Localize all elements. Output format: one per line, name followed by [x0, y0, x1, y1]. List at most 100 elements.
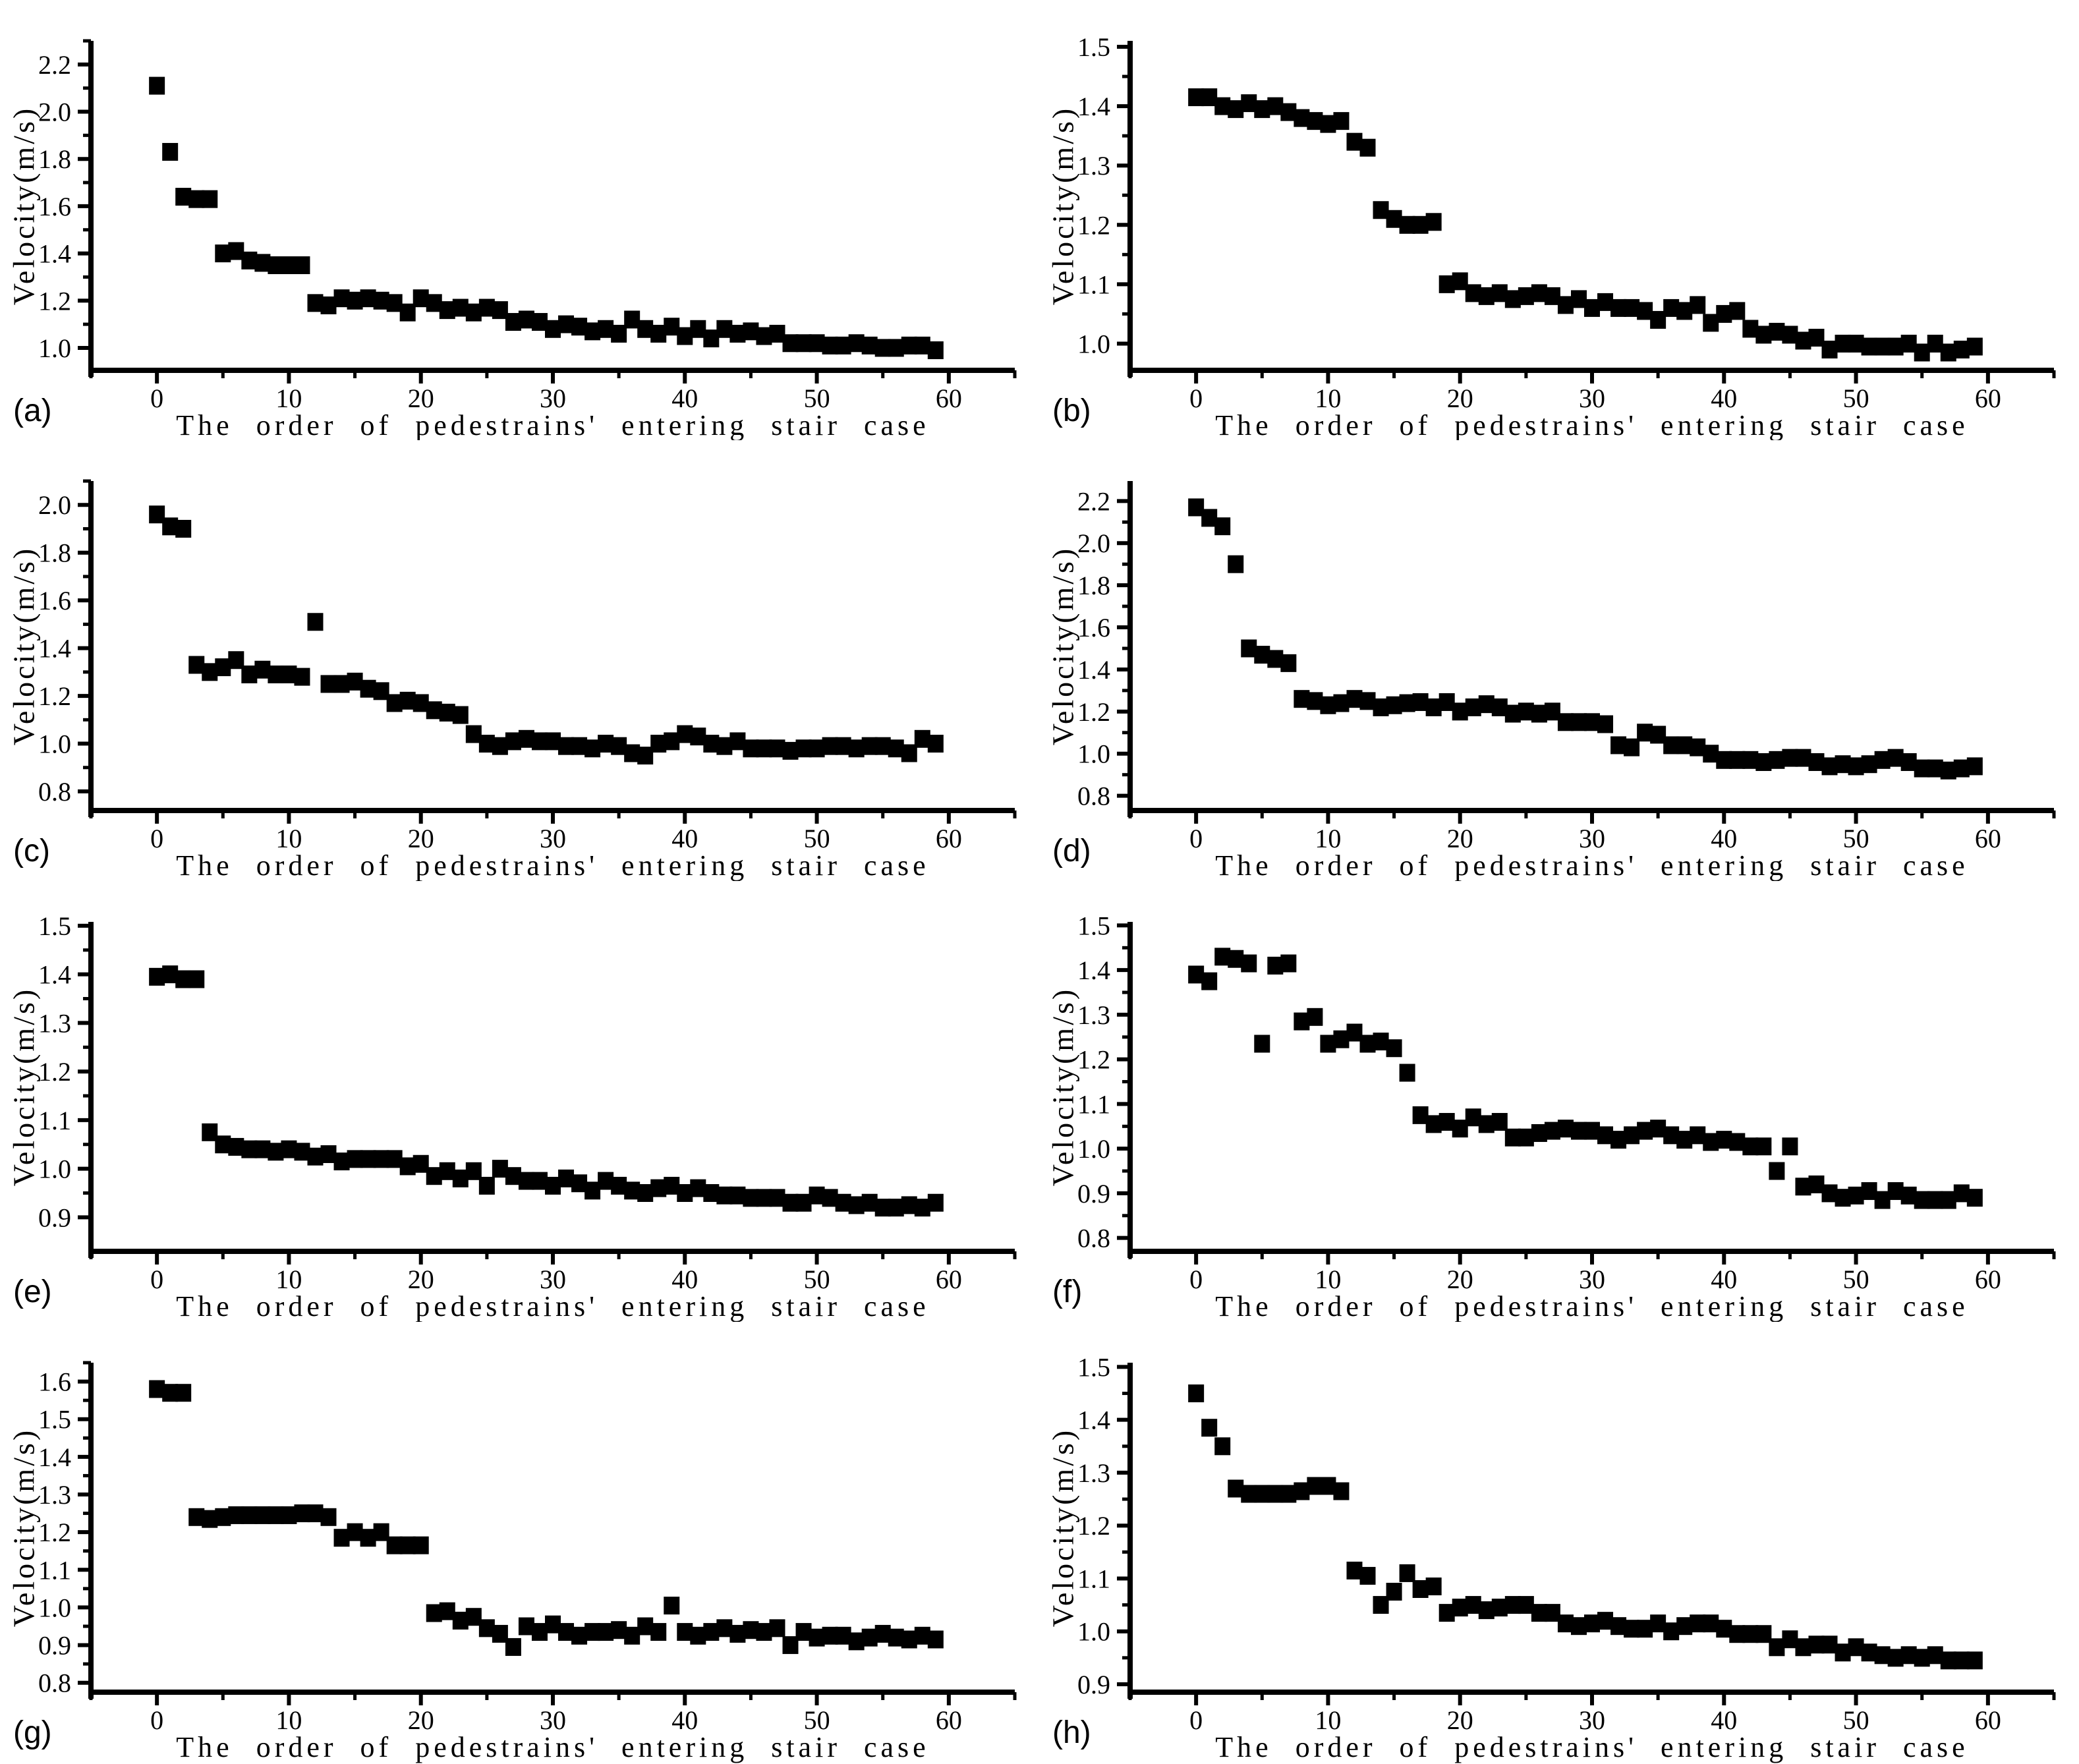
data-point — [1557, 713, 1574, 731]
data-point — [1373, 1596, 1389, 1614]
data-point — [743, 322, 759, 341]
data-point — [1848, 1186, 1864, 1205]
data-point — [241, 251, 258, 270]
scatter-plot-a: 1.0 1.2 1.4 1.6 1.8 2.0 2.2 0 10 20 30 40 50 60 — [38, 39, 1017, 413]
data-point — [439, 1602, 455, 1620]
data-point — [1703, 1614, 1719, 1633]
data-point — [1438, 693, 1455, 711]
data-point — [228, 651, 244, 669]
data-point — [1703, 745, 1719, 763]
data-point — [1795, 331, 1811, 350]
data-point — [650, 1623, 667, 1641]
data-point — [505, 732, 521, 751]
y-tick-label: 2.0 — [1077, 528, 1110, 558]
data-point — [1214, 97, 1231, 115]
x-tick-label: 10 — [1315, 384, 1341, 413]
data-point — [716, 1619, 733, 1637]
data-point — [769, 1619, 785, 1637]
data-point — [1584, 1614, 1600, 1633]
data-point — [175, 519, 192, 538]
data-point — [1214, 517, 1231, 536]
data-point — [1729, 751, 1746, 769]
data-point — [677, 1184, 693, 1203]
y-axis-title: Velocity(m/s) — [1046, 546, 1080, 746]
data-point — [1386, 1583, 1402, 1601]
data-point — [888, 339, 904, 357]
data-point — [795, 1623, 812, 1641]
x-tick-label: 0 — [1189, 384, 1203, 413]
data-point — [1742, 1625, 1759, 1643]
data-point — [386, 294, 403, 312]
data-point — [1808, 1175, 1825, 1193]
scatter-plot-h: 0.9 1.0 1.1 1.2 1.3 1.4 1.5 0 10 20 30 40 50 60 — [1077, 1352, 2056, 1735]
data-point — [1597, 293, 1614, 311]
data-point — [281, 1506, 297, 1524]
data-point — [1966, 757, 1983, 776]
data-point — [1570, 1122, 1587, 1140]
data-point — [1650, 1614, 1666, 1633]
data-point — [1848, 757, 1864, 776]
data-point — [1386, 1039, 1402, 1058]
data-point — [1755, 1625, 1772, 1643]
data-point — [1254, 1485, 1270, 1503]
data-point — [149, 967, 165, 986]
data-point — [1966, 1189, 1983, 1207]
data-point — [1729, 1625, 1746, 1643]
subplot-f: 0.8 0.9 1.0 1.1 1.2 1.3 1.4 1.5 0 10 20 30 40 50 60 Ve… — [1039, 881, 2079, 1323]
data-point — [914, 1626, 930, 1645]
data-point — [598, 735, 614, 753]
data-point — [677, 1623, 693, 1641]
y-axis-title: Velocity(m/s) — [7, 105, 41, 306]
data-point — [1676, 736, 1693, 754]
data-point — [202, 1123, 218, 1141]
x-tick-label: 30 — [540, 384, 566, 413]
data-point — [835, 737, 851, 755]
data-point — [1755, 326, 1772, 344]
data-point — [254, 1506, 271, 1524]
data-point — [1241, 1485, 1257, 1503]
data-point — [1241, 639, 1257, 658]
data-point — [1584, 713, 1600, 731]
data-point — [1412, 1579, 1429, 1598]
data-point — [1821, 1636, 1838, 1654]
y-tick-label: 1.2 — [1077, 210, 1110, 240]
data-point — [637, 747, 654, 765]
data-point — [1504, 1128, 1521, 1147]
y-tick-label: 2.2 — [1077, 486, 1110, 516]
x-tick-label: 50 — [1843, 1705, 1869, 1735]
data-point — [1531, 1124, 1547, 1142]
data-point — [1214, 948, 1231, 966]
data-point — [1228, 555, 1244, 573]
data-point — [465, 1608, 482, 1626]
data-point — [531, 732, 548, 751]
data-point — [690, 727, 706, 746]
x-tick-label: 10 — [1315, 824, 1341, 853]
data-point — [1624, 738, 1640, 756]
data-point — [756, 1189, 772, 1207]
data-point — [637, 320, 654, 338]
data-point — [452, 706, 469, 724]
y-tick-label: 1.5 — [38, 911, 71, 941]
data-point — [901, 744, 917, 762]
data-point — [1359, 1566, 1376, 1585]
subplot-d: 0.8 1.0 1.2 1.4 1.6 1.8 2.0 2.2 0 10 20 30 40 50 60 Ve… — [1039, 440, 2079, 882]
data-point — [1294, 1012, 1310, 1031]
data-point — [1307, 112, 1323, 130]
data-point — [1570, 1617, 1587, 1636]
data-point — [1425, 1577, 1442, 1595]
data-point — [927, 1630, 944, 1649]
data-point — [1491, 284, 1508, 302]
data-point — [558, 1169, 575, 1187]
y-axis-title: Velocity(m/s) — [1046, 986, 1080, 1187]
data-point — [769, 324, 785, 343]
data-point — [1927, 1646, 1943, 1664]
data-point — [1188, 1384, 1205, 1403]
data-point — [1452, 1599, 1468, 1617]
data-point — [413, 1536, 429, 1554]
data-point — [294, 1504, 310, 1523]
data-point — [1201, 88, 1218, 107]
data-point — [598, 320, 614, 338]
data-point — [399, 691, 416, 710]
data-point — [149, 505, 165, 524]
data-point — [505, 313, 521, 331]
